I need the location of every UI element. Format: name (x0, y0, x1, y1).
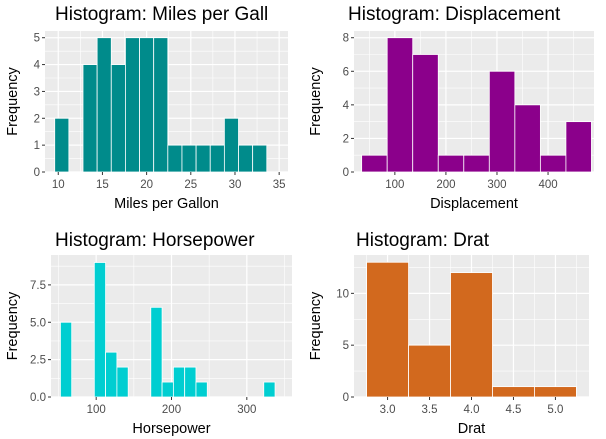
histogram-bar (263, 381, 276, 398)
histogram-bar (463, 154, 490, 173)
y-tick-label: 6 (343, 66, 349, 78)
chart-horsepower: 0.0 2.5 5.0 7.5 100 200 300 Horsepower Frequency (5, 255, 292, 437)
histogram-bar (361, 154, 388, 173)
histogram-bar (386, 37, 414, 173)
chart-panel-horsepower: Histogram: Horsepower 0.0 2.5 5.0 7.5 100 200… (0, 219, 303, 439)
histogram-bar (93, 262, 107, 398)
histogram-bar (195, 381, 208, 398)
histogram-bar (408, 344, 451, 398)
x-tick-label: 200 (162, 404, 181, 416)
y-tick-label: 0.0 (30, 392, 46, 404)
chart-mpg: 0 1 2 3 4 5 10 15 20 25 30 35 Miles per Gallon Freque… (5, 31, 288, 212)
x-tick-label: 20 (140, 179, 153, 191)
y-tick-label: 0 (343, 392, 349, 404)
x-tick-label: 4.5 (505, 404, 521, 416)
histogram-bar (565, 121, 592, 173)
x-tick-label: 10 (52, 179, 65, 191)
histogram-bar (209, 144, 225, 173)
chart-panel-displacement: Histogram: Displacement 0 2 4 6 8 100 200 300 40… (303, 0, 606, 219)
chart-drat: 0 5 10 3.0 3.5 4.0 4.5 5.0 Drat Frequency (308, 255, 589, 437)
x-axis-label: Drat (458, 421, 485, 437)
histogram-bar (153, 37, 169, 173)
y-axis-label: Frequency (5, 67, 21, 136)
histogram-bar (492, 386, 535, 398)
histogram-bar (82, 64, 98, 173)
y-tick-label: 3 (34, 86, 40, 98)
histogram-bar (412, 54, 439, 173)
x-tick-label: 100 (385, 179, 404, 191)
x-tick-label: 100 (87, 404, 106, 416)
x-tick-label: 300 (487, 179, 506, 191)
y-tick-label: 1 (34, 140, 40, 152)
histogram-bar (125, 37, 140, 173)
histogram-bar (223, 117, 239, 173)
y-tick-label: 8 (343, 33, 349, 45)
y-tick-label: 0 (34, 167, 40, 179)
chart-title: Histogram: Horsepower (55, 230, 255, 251)
histogram-bar (116, 366, 129, 398)
x-tick-label: 35 (273, 179, 286, 191)
histogram-bar (450, 272, 493, 398)
y-tick-label: 5 (34, 33, 40, 45)
histogram-bar (150, 306, 163, 398)
histogram-bar (60, 321, 73, 398)
chart-title: Histogram: Drat (356, 230, 490, 251)
chart-title: Histogram: Miles per Gall (55, 4, 269, 25)
histogram-bar (167, 144, 183, 173)
histogram-bar (96, 37, 112, 173)
chart-title: Histogram: Displacement (348, 4, 561, 25)
x-tick-label: 25 (184, 179, 197, 191)
x-tick-label: 200 (436, 179, 455, 191)
x-tick-label: 5.0 (547, 404, 563, 416)
y-tick-label: 0 (343, 167, 349, 179)
histogram-bar (514, 104, 541, 173)
x-tick-label: 3.0 (380, 404, 396, 416)
histogram-bar (195, 144, 211, 173)
y-tick-label: 2 (343, 133, 349, 145)
histogram-bar (110, 64, 126, 173)
x-tick-label: 15 (96, 179, 109, 191)
histogram-bar (488, 70, 516, 173)
x-tick-label: 300 (237, 404, 256, 416)
y-tick-label: 4 (34, 60, 41, 72)
histogram-bar (172, 366, 186, 398)
x-axis-label: Horsepower (132, 421, 210, 437)
x-axis-label: Displacement (430, 196, 518, 212)
x-axis-label: Miles per Gallon (114, 196, 219, 212)
histogram-bar (252, 144, 268, 173)
histogram-bar (238, 144, 254, 173)
histogram-bar (184, 366, 197, 398)
y-tick-label: 4 (343, 100, 350, 112)
y-tick-label: 7.5 (30, 280, 46, 292)
y-tick-label: 5.0 (30, 317, 46, 329)
histogram-bar (366, 261, 409, 398)
y-tick-label: 2.5 (30, 355, 46, 367)
histogram-bar (161, 381, 174, 398)
x-tick-label: 4.0 (464, 404, 480, 416)
y-axis-label: Frequency (308, 291, 324, 360)
y-axis-label: Frequency (308, 67, 324, 136)
x-tick-label: 30 (229, 179, 242, 191)
histogram-bar (54, 117, 70, 173)
x-tick-label: 3.5 (422, 404, 438, 416)
chart-panel-mpg: Histogram: Miles per Gall 0 1 2 3 4 5 10 15 20 25… (0, 0, 303, 219)
histogram-bar (181, 144, 197, 173)
chart-panel-drat: Histogram: Drat 0 5 10 3.0 3.5 4.0 4.5 5.0 Drat F… (303, 219, 606, 439)
y-tick-label: 2 (34, 113, 40, 125)
histogram-bar (437, 154, 465, 173)
histogram-bar (105, 351, 118, 398)
x-tick-label: 400 (538, 179, 557, 191)
histogram-bar (534, 386, 577, 398)
histogram-bar (139, 37, 155, 173)
y-axis-label: Frequency (5, 291, 21, 360)
y-tick-label: 10 (336, 288, 349, 300)
y-tick-label: 5 (343, 340, 349, 352)
histogram-bar (539, 154, 567, 173)
chart-displacement: 0 2 4 6 8 100 200 300 400 Displacement Frequency (308, 31, 594, 212)
